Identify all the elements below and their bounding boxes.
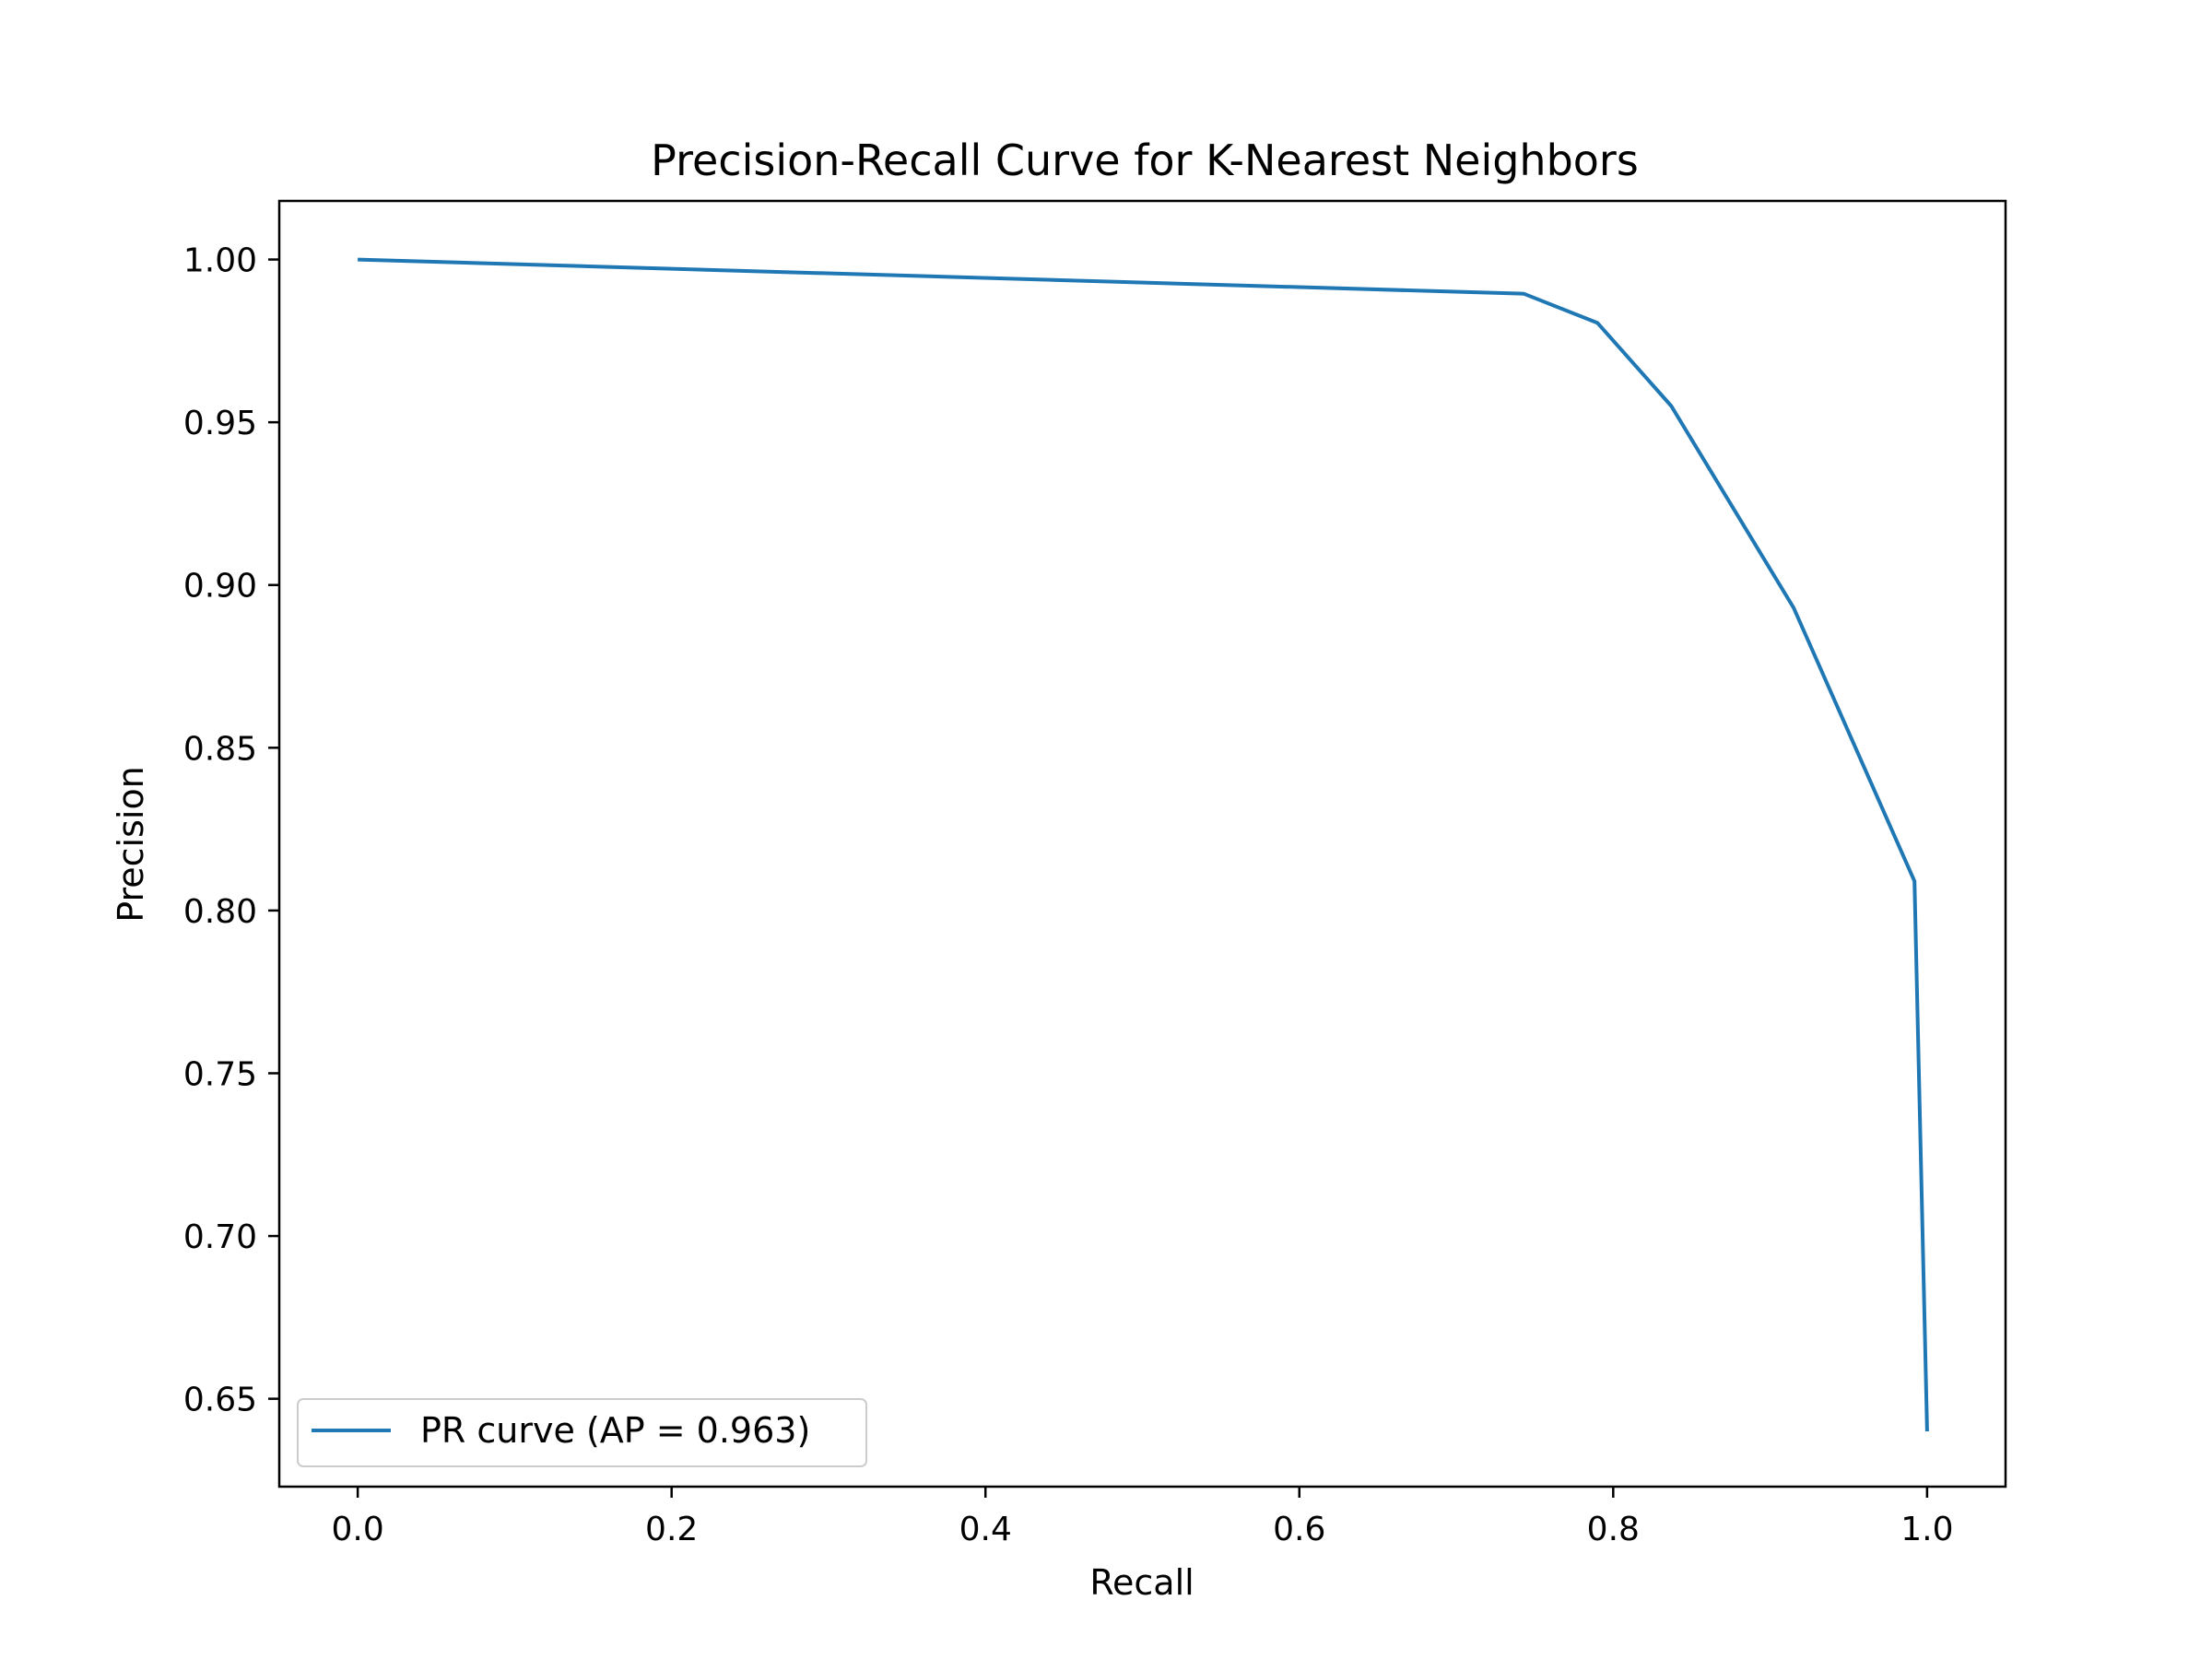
y-tick-label: 0.65 <box>183 1382 257 1419</box>
legend-label: PR curve (AP = 0.963) <box>420 1410 810 1451</box>
x-axis-ticks: 0.0 0.2 0.4 0.6 0.8 1.0 <box>332 1487 1953 1548</box>
y-axis-ticks: 0.65 0.70 0.75 0.80 0.85 0.90 0.95 1.00 <box>183 242 279 1419</box>
chart-title: Precision-Recall Curve for K-Nearest Nei… <box>651 135 1639 185</box>
x-tick-label: 0.6 <box>1273 1511 1325 1548</box>
x-tick-label: 0.0 <box>332 1511 384 1548</box>
legend-box <box>297 1398 867 1467</box>
x-tick-label: 0.2 <box>645 1511 698 1548</box>
y-tick-label: 0.85 <box>183 730 257 768</box>
x-axis-label: Recall <box>1089 1562 1194 1603</box>
legend: PR curve (AP = 0.963) <box>297 1398 867 1467</box>
y-tick-label: 0.90 <box>183 568 257 606</box>
plot-frame <box>277 199 2007 1488</box>
x-tick-label: 1.0 <box>1900 1511 1953 1548</box>
y-axis-label: Precision <box>111 766 151 923</box>
y-tick-label: 0.80 <box>183 893 257 931</box>
pr-curve-line <box>358 257 1929 1432</box>
y-tick-label: 0.75 <box>183 1055 257 1093</box>
y-tick-label: 1.00 <box>183 242 257 280</box>
y-tick-label: 0.70 <box>183 1218 257 1256</box>
series-layer <box>358 257 1929 1432</box>
plot-area <box>277 199 2007 1488</box>
x-tick-label: 0.4 <box>959 1511 1012 1548</box>
x-tick-label: 0.8 <box>1587 1511 1640 1548</box>
y-tick-label: 0.95 <box>183 405 257 442</box>
